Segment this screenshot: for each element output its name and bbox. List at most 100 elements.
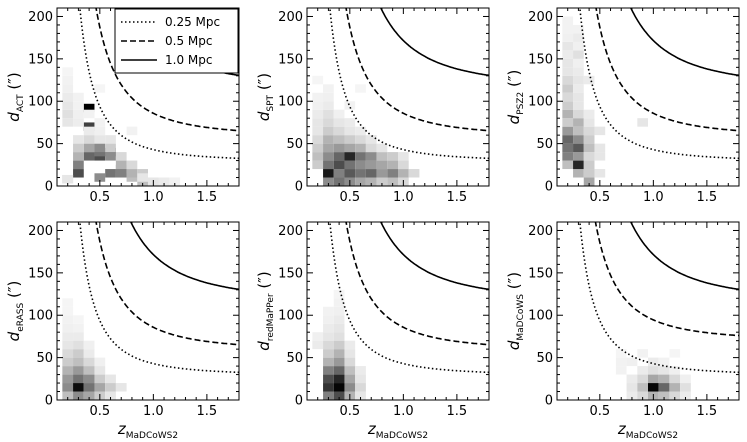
y-tick-label: 50 — [536, 351, 553, 366]
heatmap-cell — [323, 160, 334, 170]
y-tick-label: 50 — [286, 137, 303, 152]
heatmap-cell — [355, 152, 366, 161]
heatmap-cell — [333, 357, 345, 367]
heatmap-cell — [680, 374, 691, 384]
heatmap-cell — [73, 160, 84, 170]
curve-1_0-Mpc — [379, 222, 489, 291]
heatmap-cell — [573, 50, 584, 59]
heatmap-cell — [83, 340, 95, 350]
y-tick-label: 150 — [28, 52, 53, 67]
x-tick-label: 0.5 — [589, 404, 610, 419]
y-tick-label: 100 — [528, 95, 553, 110]
x-tick-label: 0.5 — [89, 190, 110, 205]
heatmap-cell — [62, 84, 74, 93]
heatmap-cell — [583, 75, 595, 85]
x-tick-label: 1.0 — [643, 190, 664, 205]
panel-PSZ2: 0.5 1.0 1.5 0 50 100 150 200 dPSZ2 (″) — [505, 7, 740, 205]
heatmap-cell — [355, 177, 366, 186]
y-tick-label: 150 — [528, 266, 553, 281]
heatmap-cell — [594, 126, 606, 136]
heatmap-cell — [312, 143, 324, 153]
heatmap-cell — [73, 366, 84, 375]
y-tick-label: 200 — [278, 10, 303, 25]
distance-curves — [329, 222, 489, 374]
x-tick-label: 1.5 — [197, 404, 218, 419]
heatmap-cell — [355, 84, 366, 93]
legend: 0.25 Mpc 0.5 Mpc 1.0 Mpc — [114, 8, 239, 74]
heatmap-cell — [115, 169, 127, 178]
heatmap-cell — [83, 103, 95, 113]
x-tick-label: 1.0 — [393, 404, 414, 419]
heatmap-cell — [323, 315, 334, 324]
x-tick-label: 1.0 — [643, 404, 664, 419]
heatmap-cell — [562, 101, 574, 110]
panel-redMaPPer: 0.5 1.0 1.5 0 50 100 150 200 dredMaPPer (″) zMaDC… — [255, 221, 490, 441]
heatmap-cells — [562, 16, 648, 186]
heatmap-cell — [562, 92, 574, 102]
y-tick-label: 50 — [286, 351, 303, 366]
heatmap-cell — [573, 160, 584, 170]
heatmap-cell — [73, 391, 84, 400]
heatmap-cell — [387, 152, 398, 161]
heatmap-cell — [83, 383, 95, 392]
y-axis-label: deRASS (″) — [5, 281, 26, 342]
heatmap-cell — [658, 391, 670, 400]
heatmap-cell — [312, 332, 324, 341]
heatmap-cell — [62, 391, 74, 400]
heatmap-cell — [398, 152, 409, 161]
heatmap-cell — [626, 383, 638, 392]
x-axis-label: zMaDCoWS2 — [117, 420, 178, 441]
heatmap-cell — [73, 340, 84, 350]
y-tick-label: 50 — [536, 137, 553, 152]
heatmap-cell — [323, 306, 334, 316]
curve-0_5-Mpc — [95, 222, 239, 346]
heatmap-cell — [62, 374, 74, 384]
curve-1_0-Mpc — [379, 8, 489, 77]
heatmap-cell — [105, 143, 116, 153]
heatmap-cell — [562, 16, 574, 25]
heatmap-cell — [323, 92, 334, 102]
heatmap-cell — [323, 374, 334, 384]
heatmap-cell — [62, 340, 74, 350]
heatmap-cell — [344, 169, 356, 178]
heatmap-cell — [658, 366, 670, 375]
y-tick-label: 100 — [278, 309, 303, 324]
heatmap-cell — [408, 169, 420, 178]
heatmap-cell — [365, 169, 377, 178]
heatmap-cell — [344, 118, 356, 127]
heatmap-cell — [169, 177, 181, 186]
heatmap-cell — [594, 152, 606, 161]
heatmap-cell — [312, 126, 324, 136]
heatmap-cell — [323, 383, 334, 392]
heatmap-cell — [333, 177, 345, 186]
heatmap-cell — [105, 383, 116, 392]
heatmap-cell — [637, 349, 648, 358]
heatmap-cell — [94, 374, 106, 384]
heatmap-cell — [355, 391, 366, 400]
heatmap-cell — [562, 50, 574, 59]
heatmap-cell — [323, 169, 334, 178]
heatmap-cell — [583, 177, 595, 186]
legend-label: 0.25 Mpc — [165, 15, 220, 29]
heatmap-cell — [333, 374, 345, 384]
heatmap-cell — [680, 383, 691, 392]
heatmap-cell — [312, 109, 324, 119]
y-tick-label: 0 — [45, 180, 53, 195]
heatmap-cell — [126, 160, 138, 170]
curve-0_5-Mpc — [345, 8, 489, 132]
heatmap-cell — [105, 169, 116, 178]
heatmap-cell — [562, 135, 574, 144]
y-tick-label: 200 — [528, 10, 553, 25]
heatmap-cell — [323, 109, 334, 119]
y-tick-label: 100 — [28, 95, 53, 110]
panel-ACT: 0.5 1.0 1.5 0 50 100 150 200 dACT (″) 0.25 Mpc 0.5… — [5, 7, 240, 205]
heatmap-cell — [573, 152, 584, 161]
y-tick-label: 200 — [278, 224, 303, 239]
heatmap-cell — [333, 143, 345, 153]
heatmap-cell — [626, 374, 638, 384]
heatmap-cell — [573, 135, 584, 144]
heatmap-cell — [344, 143, 356, 153]
heatmap-cell — [73, 374, 84, 384]
heatmap-cell — [365, 160, 377, 170]
heatmap-cell — [669, 383, 681, 392]
